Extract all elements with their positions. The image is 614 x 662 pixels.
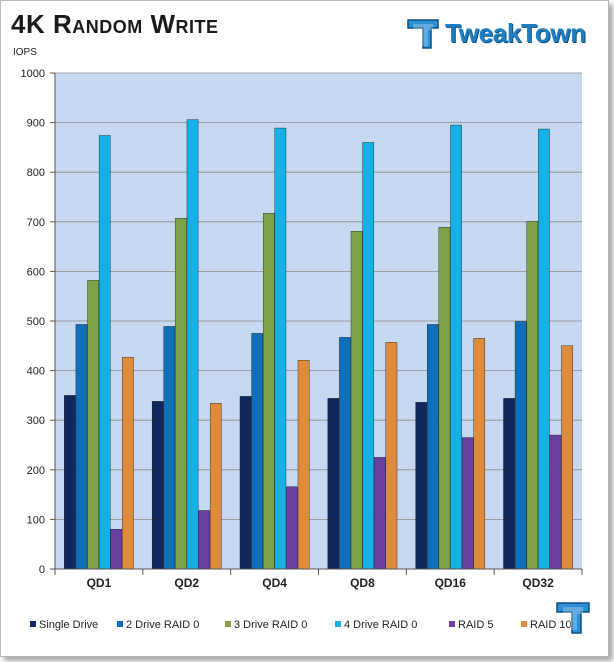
y-tick-labels: 0 100 200 300 400 500 600 700 800 900 1000 xyxy=(21,68,45,576)
bar xyxy=(122,357,134,570)
legend-swatch xyxy=(30,621,36,627)
legend: Single Drive 2 Drive RAID 0 3 Drive RAID 0… xyxy=(30,619,572,631)
bar xyxy=(297,359,310,570)
brand-name: TweakTown xyxy=(445,17,586,48)
bar xyxy=(438,227,451,570)
bar xyxy=(239,396,252,570)
legend-label: 2 Drive RAID 0 xyxy=(126,619,199,631)
legend-label: 3 Drive RAID 0 xyxy=(234,619,307,631)
bar xyxy=(274,127,287,570)
bar xyxy=(473,338,486,570)
bar xyxy=(262,213,275,570)
bar xyxy=(526,221,539,570)
x-tick-label: QD8 xyxy=(350,576,375,590)
x-tick-label: QD16 xyxy=(435,576,467,590)
bar xyxy=(350,231,363,570)
x-tick-label: QD4 xyxy=(262,576,287,590)
bar xyxy=(251,333,263,570)
tweaktown-tt-logo-icon xyxy=(407,19,439,49)
y-tick-label: 1000 xyxy=(21,68,45,80)
y-tick-label: 500 xyxy=(27,316,45,328)
bar xyxy=(64,395,76,570)
x-tick-labels: QD1 QD2 QD4 QD8 QD16 QD32 xyxy=(87,576,555,590)
legend-swatch xyxy=(225,621,231,627)
y-axis-label: IOPS xyxy=(13,47,37,58)
legend-swatch xyxy=(521,621,527,627)
y-tick-label: 600 xyxy=(27,266,45,278)
bar xyxy=(374,457,386,570)
legend-swatch xyxy=(449,621,455,627)
y-tick-label: 100 xyxy=(27,514,45,526)
y-tick-label: 0 xyxy=(39,564,45,576)
legend-label: Single Drive xyxy=(39,619,98,631)
bar xyxy=(503,398,515,570)
x-tick-label: QD32 xyxy=(522,576,554,590)
legend-swatch xyxy=(117,621,123,627)
tweaktown-logo: TweakTown xyxy=(405,13,586,53)
bar xyxy=(186,119,199,570)
bar xyxy=(450,124,462,570)
bar xyxy=(327,398,340,570)
tweaktown-badge xyxy=(553,597,593,642)
bar xyxy=(385,342,398,570)
bar xyxy=(286,486,298,570)
bar xyxy=(549,434,562,570)
bar xyxy=(514,321,527,570)
y-tick-label: 900 xyxy=(27,118,45,130)
bar xyxy=(561,345,573,570)
x-tick-label: QD1 xyxy=(87,576,112,590)
x-tick-label: QD2 xyxy=(174,576,199,590)
y-tick-label: 800 xyxy=(27,167,45,179)
bar xyxy=(339,337,351,570)
bar xyxy=(98,135,111,570)
bar xyxy=(538,128,550,570)
y-tick-label: 400 xyxy=(27,366,45,378)
legend-label: RAID 10 xyxy=(530,619,572,631)
bars xyxy=(64,119,573,570)
bar xyxy=(362,142,375,570)
bar xyxy=(427,324,439,570)
legend-swatch xyxy=(335,621,341,627)
bar xyxy=(151,401,164,570)
bar xyxy=(415,402,428,570)
bar xyxy=(175,218,187,570)
tweaktown-tt-badge-icon xyxy=(556,602,590,634)
axes xyxy=(54,73,583,575)
y-tick-label: 200 xyxy=(27,465,45,477)
bar xyxy=(110,529,123,570)
legend-label: 4 Drive RAID 0 xyxy=(344,619,417,631)
y-tick-label: 700 xyxy=(27,217,45,229)
bar xyxy=(75,324,88,570)
chart-title: 4K Random Write xyxy=(11,9,219,39)
bar xyxy=(87,280,99,570)
bar xyxy=(163,326,176,570)
bar xyxy=(209,403,222,570)
legend-label: RAID 5 xyxy=(458,619,493,631)
bar xyxy=(198,510,210,570)
y-tick-label: 300 xyxy=(27,415,45,427)
bar xyxy=(461,437,474,570)
